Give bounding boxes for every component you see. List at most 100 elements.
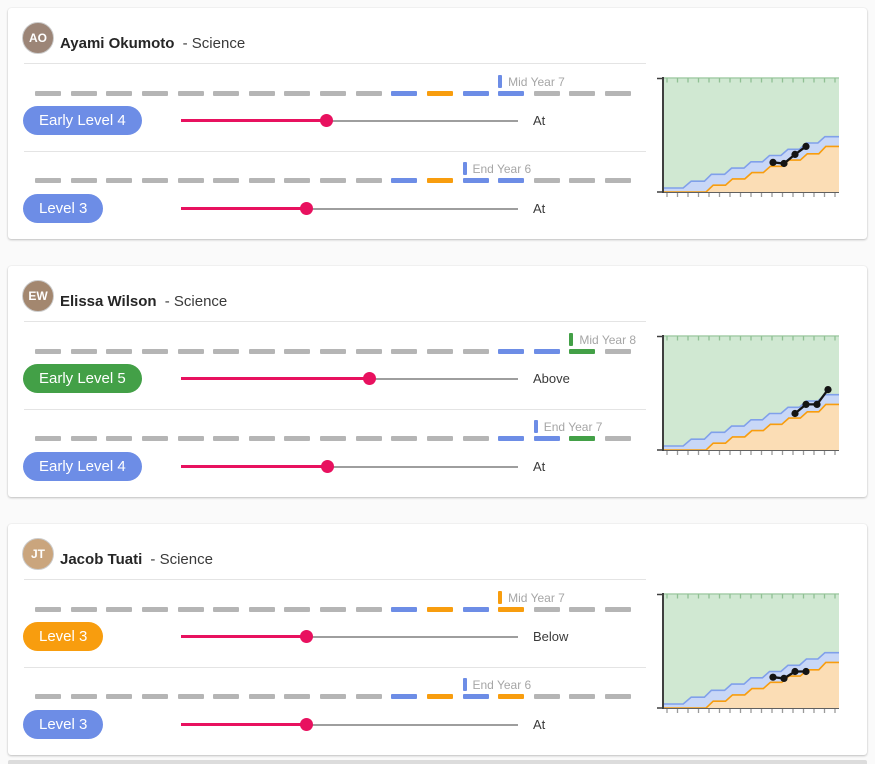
level-dash	[320, 178, 346, 183]
subject-label: - Science	[182, 35, 246, 52]
slider-handle[interactable]	[299, 630, 313, 643]
slider-handle[interactable]	[362, 372, 376, 385]
level-dash	[462, 349, 489, 354]
level-dash	[569, 694, 596, 699]
slider-fill	[181, 723, 307, 726]
status-label: Below	[533, 629, 569, 644]
level-dash	[391, 91, 418, 96]
assessment-marker: Mid Year 7	[498, 75, 565, 89]
level-dash	[141, 91, 168, 96]
progress-slider[interactable]	[181, 202, 518, 215]
level-badge[interactable]: Level 3	[23, 622, 104, 651]
slider-track[interactable]	[181, 119, 518, 122]
level-dash	[70, 694, 97, 699]
level-badge[interactable]: Early Level 4	[23, 452, 142, 481]
marker-label: End Year 6	[472, 162, 532, 176]
level-badge[interactable]: Early Level 4	[23, 106, 142, 135]
level-dash	[284, 91, 311, 96]
progress-slider[interactable]	[181, 460, 518, 473]
divider	[24, 667, 646, 668]
level-dash	[141, 349, 168, 354]
level-badge[interactable]: Early Level 5	[23, 364, 142, 393]
slider-fill	[181, 377, 370, 380]
progress-chart[interactable]	[653, 332, 845, 462]
level-dash	[248, 91, 275, 96]
assessment-marker: Mid Year 7	[498, 591, 565, 605]
next-card-edge	[8, 760, 867, 764]
level-dash	[605, 694, 631, 699]
level-dash	[213, 607, 240, 612]
level-dash	[426, 91, 453, 96]
marker-bar-icon	[498, 591, 503, 604]
level-dash	[320, 91, 346, 96]
slider-track[interactable]	[181, 723, 518, 726]
level-dash	[498, 178, 525, 183]
level-dash	[284, 694, 311, 699]
level-dash-track	[35, 349, 631, 354]
progress-chart[interactable]	[653, 74, 845, 204]
level-dash	[70, 178, 97, 183]
level-dash	[70, 436, 97, 441]
level-dash	[177, 607, 204, 612]
level-dash	[426, 607, 453, 612]
level-dash	[106, 436, 133, 441]
slider-track[interactable]	[181, 465, 518, 468]
slider-track[interactable]	[181, 207, 518, 210]
avatar[interactable]: EW	[22, 280, 54, 312]
level-dash	[569, 436, 596, 441]
level-dash	[605, 436, 631, 441]
level-dash	[391, 694, 418, 699]
progress-slider[interactable]	[181, 372, 518, 385]
level-dash	[213, 694, 240, 699]
level-dash	[177, 694, 204, 699]
level-dash	[213, 178, 240, 183]
marker-bar-icon	[498, 75, 503, 88]
level-dash	[533, 694, 560, 699]
slider-track[interactable]	[181, 635, 518, 638]
marker-bar-icon	[533, 420, 538, 433]
level-dash	[248, 607, 275, 612]
divider	[24, 579, 646, 580]
progress-chart-svg	[657, 335, 839, 455]
slider-handle[interactable]	[320, 114, 334, 127]
divider	[24, 321, 646, 322]
slider-handle[interactable]	[300, 202, 314, 215]
level-dash	[533, 349, 560, 354]
level-dash	[391, 349, 418, 354]
level-dash	[355, 91, 382, 96]
level-badge[interactable]: Level 3	[23, 194, 104, 223]
level-dash	[106, 349, 133, 354]
level-dash	[141, 436, 168, 441]
level-dash	[462, 91, 489, 96]
level-dash	[391, 436, 418, 441]
level-dash-track	[35, 607, 631, 612]
level-dash	[605, 178, 631, 183]
level-dash	[106, 178, 133, 183]
level-badge[interactable]: Level 3	[23, 710, 104, 739]
marker-label: Mid Year 7	[508, 591, 565, 605]
progress-slider[interactable]	[181, 630, 518, 643]
level-dash	[533, 436, 560, 441]
divider	[24, 63, 646, 64]
level-dash	[462, 436, 489, 441]
avatar[interactable]: AO	[22, 22, 54, 54]
slider-handle[interactable]	[321, 460, 335, 473]
subject-label: - Science	[164, 293, 228, 310]
level-dash	[284, 607, 311, 612]
progress-chart[interactable]	[653, 590, 845, 720]
student-header: Jacob Tuati - Science	[60, 551, 213, 568]
student-header: Ayami Okumoto - Science	[60, 35, 245, 52]
divider	[24, 151, 646, 152]
marker-label: End Year 7	[543, 420, 603, 434]
marker-bar-icon	[462, 162, 467, 175]
progress-slider[interactable]	[181, 718, 518, 731]
progress-slider[interactable]	[181, 114, 518, 127]
slider-handle[interactable]	[300, 718, 314, 731]
level-dash	[248, 436, 275, 441]
status-label: At	[533, 459, 546, 474]
status-label: At	[533, 113, 546, 128]
level-dash	[35, 178, 61, 183]
avatar[interactable]: JT	[22, 538, 54, 570]
level-dash	[213, 91, 240, 96]
marker-label: Mid Year 8	[579, 333, 637, 347]
